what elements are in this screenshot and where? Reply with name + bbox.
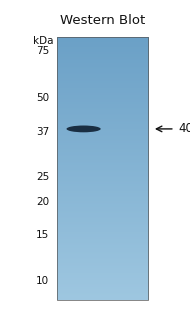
Ellipse shape	[66, 125, 101, 132]
Text: 37: 37	[36, 127, 49, 137]
Text: Western Blot: Western Blot	[60, 14, 145, 27]
Text: 15: 15	[36, 230, 49, 240]
Text: kDa: kDa	[33, 36, 53, 45]
Text: 25: 25	[36, 172, 49, 182]
Text: 50: 50	[36, 93, 49, 103]
Text: 10: 10	[36, 276, 49, 286]
Text: 20: 20	[36, 197, 49, 207]
Text: 75: 75	[36, 46, 49, 56]
Text: 40kDa: 40kDa	[179, 122, 190, 135]
Bar	[57, 37, 148, 300]
